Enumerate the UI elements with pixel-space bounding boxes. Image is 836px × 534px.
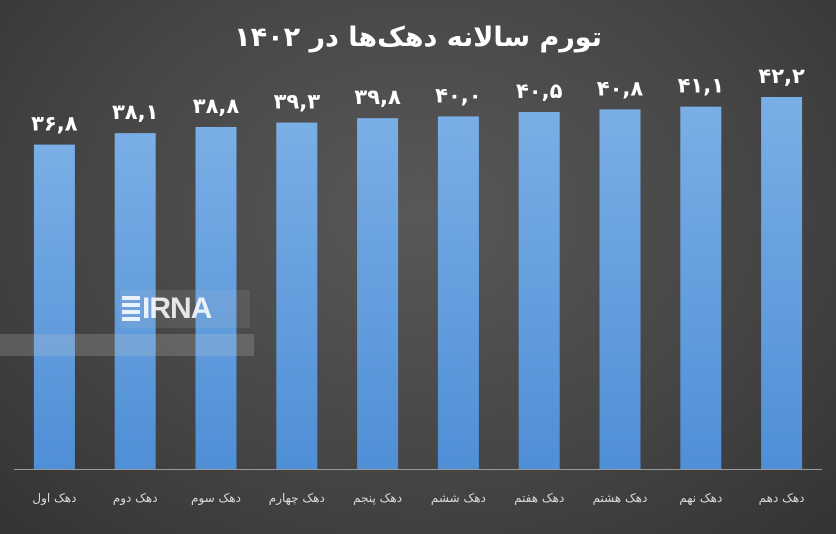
watermark-box [120,290,250,328]
category-label-6: دهک ششم [431,491,486,505]
data-label-5: ۳۹,۸ [354,85,401,109]
category-label-10: دهک دهم [759,491,805,505]
data-label-6: ۴۰,۰ [435,83,481,107]
bar-2 [114,133,156,469]
data-label-7: ۴۰,۵ [516,79,563,103]
data-label-1: ۳۶,۸ [31,112,78,136]
category-label-2: دهک دوم [113,491,158,506]
bar-10 [761,97,803,469]
watermark-strip [0,334,254,356]
data-label-2: ۳۸,۱ [112,100,158,124]
category-label-9: دهک نهم [679,491,722,505]
bar-3 [195,126,237,470]
irna-watermark: IRNA [0,290,254,365]
data-label-3: ۳۸,۸ [193,94,240,118]
category-label-1: دهک اول [32,491,76,506]
bar-1 [33,144,75,469]
bar-4 [276,122,318,470]
bar-8 [599,109,641,469]
chart-title: تورم سالانه دهک‌ها در ۱۴۰۲ [234,22,602,53]
category-label-3: دهک سوم [191,491,241,506]
data-label-4: ۳۹,۳ [274,90,321,114]
category-label-8: دهک هشتم [593,491,648,505]
category-label-7: دهک هفتم [514,491,564,505]
bar-7 [518,111,560,469]
data-label-10: ۴۲,۲ [758,64,805,88]
category-label-4: دهک چهارم [269,491,325,506]
bar-9 [680,106,722,469]
bar-5 [357,118,399,469]
data-label-9: ۴۱,۱ [678,74,724,98]
category-label-5: دهک پنجم [353,491,402,505]
bar-6 [437,116,479,469]
watermark-brand: IRNA [142,292,212,325]
data-label-8: ۴۰,۸ [597,76,644,100]
irna-logo-icon [122,296,140,321]
